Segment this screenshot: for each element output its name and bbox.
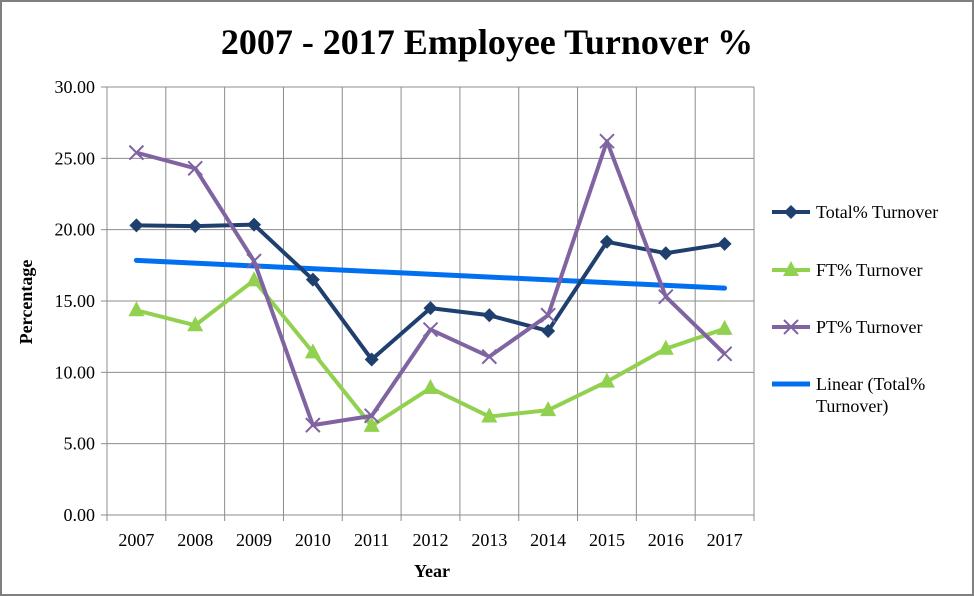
- diamond-marker: [305, 272, 320, 287]
- x-marker: [540, 307, 556, 323]
- x-marker: [658, 289, 674, 305]
- diamond-marker: [129, 218, 144, 233]
- diamond-marker: [599, 234, 614, 249]
- series-2: [128, 271, 733, 432]
- legend-item: PT% Turnover: [772, 317, 923, 337]
- x-tick-label: 2009: [236, 530, 272, 550]
- diamond-marker: [658, 246, 673, 261]
- x-tick-label: 2012: [413, 530, 449, 550]
- series-lines: [128, 133, 733, 433]
- triangle-marker: [246, 271, 263, 287]
- y-tick-label: 15.00: [55, 291, 96, 311]
- x-tick-label: 2007: [118, 530, 154, 550]
- y-axis-ticks: 0.00 5.00 10.00 15.00 20.00 25.00 30.00: [55, 77, 96, 525]
- legend-item: FT% Turnover: [772, 260, 923, 280]
- triangle-marker: [422, 379, 439, 395]
- diamond-marker: [247, 217, 262, 232]
- y-axis-title: Percentage: [16, 260, 36, 345]
- trendline-path: [133, 257, 728, 291]
- trendline: [133, 257, 728, 291]
- diamond-marker: [541, 323, 556, 338]
- diamond-marker: [717, 236, 732, 251]
- legend-label: FT% Turnover: [816, 260, 923, 280]
- triangle-marker: [363, 416, 380, 432]
- x-tick-label: 2017: [707, 530, 743, 550]
- diamond-marker: [784, 205, 798, 219]
- y-tick-label: 25.00: [55, 148, 96, 168]
- series-1: [129, 217, 732, 367]
- legend-label: Total% Turnover: [816, 202, 938, 222]
- triangle-marker: [716, 319, 733, 335]
- legend-label: Linear (Total% Turnover): [816, 374, 925, 417]
- chart-title: 2007 - 2017 Employee Turnover %: [221, 22, 753, 62]
- series-3: [128, 133, 733, 433]
- x-marker: [305, 417, 321, 433]
- x-marker: [363, 408, 380, 424]
- triangle-marker: [481, 407, 498, 423]
- triangle-marker: [598, 372, 615, 388]
- x-marker: [246, 253, 262, 269]
- x-marker: [187, 160, 203, 177]
- diamond-marker: [423, 301, 438, 316]
- x-marker: [599, 133, 615, 149]
- x-axis-title: Year: [414, 561, 450, 581]
- x-marker: [128, 144, 145, 161]
- x-marker: [481, 348, 498, 365]
- x-marker: [716, 346, 733, 362]
- x-marker: [422, 321, 439, 338]
- x-marker: [783, 319, 799, 335]
- diamond-marker: [364, 352, 379, 367]
- triangle-marker: [657, 339, 674, 355]
- x-tick-label: 2015: [589, 530, 625, 550]
- x-tick-label: 2013: [471, 530, 507, 550]
- legend: Total% Turnover FT% Turnover PT% Turnover L…: [772, 202, 938, 417]
- y-tick-label: 5.00: [64, 434, 96, 454]
- triangle-marker: [128, 301, 145, 317]
- y-tick-label: 0.00: [64, 505, 96, 525]
- diamond-marker: [188, 219, 203, 234]
- triangle-marker: [540, 401, 557, 417]
- triangle-marker: [187, 316, 204, 332]
- x-tick-label: 2016: [648, 530, 684, 550]
- y-tick-label: 20.00: [55, 220, 96, 240]
- triangle-marker: [783, 261, 799, 276]
- grid-lines: [101, 86, 755, 521]
- x-axis-ticks: 2007 2008 2009 2010 2011 2012 2013 2014 2015 2016…: [118, 530, 742, 550]
- x-tick-label: 2010: [295, 530, 331, 550]
- x-tick-label: 2014: [530, 530, 566, 550]
- legend-item: Total% Turnover: [772, 202, 938, 222]
- legend-item-trendline: Linear (Total% Turnover): [772, 374, 925, 417]
- y-tick-label: 10.00: [55, 362, 96, 382]
- triangle-marker: [304, 343, 321, 359]
- legend-label: PT% Turnover: [816, 317, 923, 337]
- x-tick-label: 2011: [354, 530, 389, 550]
- y-tick-label: 30.00: [55, 77, 96, 97]
- x-tick-label: 2008: [177, 530, 213, 550]
- diamond-marker: [482, 308, 497, 323]
